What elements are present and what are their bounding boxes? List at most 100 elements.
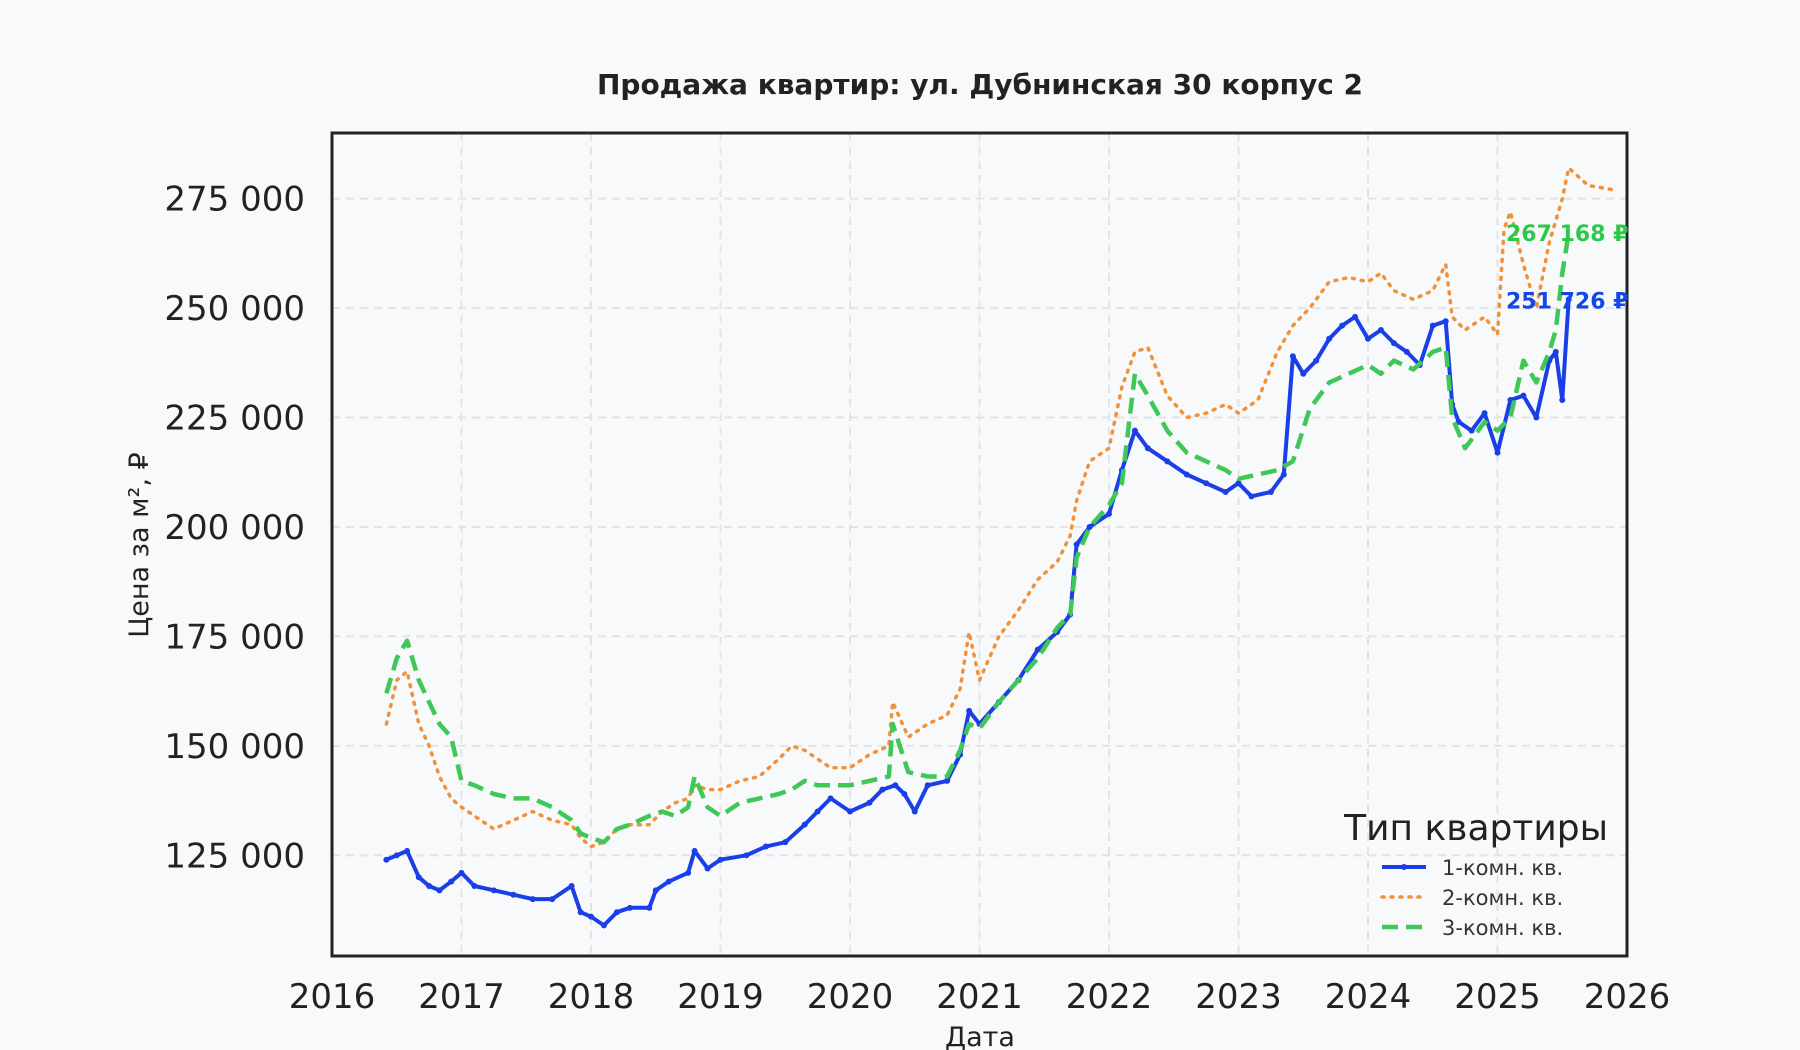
series-point: [549, 896, 556, 903]
series-point: [1144, 445, 1151, 452]
series-point: [1365, 335, 1371, 342]
y-tick-label: 150 000: [164, 727, 305, 767]
series-point: [1183, 471, 1190, 478]
series-point: [892, 782, 899, 789]
legend: Тип квартиры 1-комн. кв. 2-комн. кв. 3-ком…: [1343, 808, 1608, 940]
series-point: [1403, 348, 1410, 355]
series-point: [613, 909, 620, 916]
y-tick-label: 275 000: [164, 180, 305, 220]
series-point: [1468, 427, 1475, 434]
series-point: [1377, 326, 1384, 333]
y-axis-title: Цена за м², ₽: [124, 452, 155, 637]
legend-label: 1-комн. кв.: [1442, 856, 1563, 880]
series-point: [911, 808, 918, 815]
series-point: [383, 856, 390, 863]
x-tick-label: 2017: [418, 977, 505, 1017]
legend-marker: [1401, 864, 1407, 870]
series-point: [1533, 414, 1540, 421]
series-point: [529, 896, 536, 903]
series-point: [1442, 318, 1449, 325]
series-point: [646, 904, 653, 911]
x-tick-label: 2016: [289, 977, 376, 1017]
series-point: [691, 847, 698, 854]
series-point: [600, 922, 607, 929]
series-point: [866, 799, 873, 806]
x-axis-title: Дата: [945, 1022, 1015, 1050]
series-line-2: [384, 166, 1616, 849]
series-point: [1034, 646, 1041, 653]
end-labels: 267 168 ₽ 251 726 ₽: [1506, 222, 1628, 315]
series-point: [510, 891, 517, 898]
series-point: [1267, 488, 1274, 495]
series-point: [1222, 488, 1229, 495]
series-point: [814, 808, 821, 815]
series-point: [1203, 480, 1210, 487]
y-tick-label: 225 000: [164, 399, 305, 439]
legend-title: Тип квартиры: [1343, 808, 1608, 849]
legend-label: 3-комн. кв.: [1442, 916, 1563, 940]
series-point: [1300, 370, 1307, 377]
x-tick-label: 2025: [1454, 977, 1541, 1017]
x-tick-label: 2019: [677, 977, 764, 1017]
series-point: [924, 782, 931, 789]
series-point: [1429, 322, 1436, 329]
series-point: [1390, 340, 1397, 347]
series-point: [652, 887, 659, 894]
series-point: [704, 865, 711, 872]
series-point: [1289, 353, 1296, 360]
series-point: [588, 913, 594, 920]
y-tick-label: 175 000: [164, 617, 305, 657]
series-point: [1280, 471, 1287, 478]
x-tick-label: 2021: [936, 977, 1023, 1017]
series-point: [436, 887, 443, 894]
series-point: [1326, 335, 1333, 342]
series-point: [393, 852, 400, 859]
y-tick-label: 250 000: [164, 289, 305, 329]
series-point: [626, 904, 633, 911]
x-tick-label: 2023: [1195, 977, 1282, 1017]
series-point: [827, 795, 834, 802]
plot-frame: [330, 131, 1629, 958]
series-point: [1552, 348, 1559, 355]
series-point: [762, 843, 769, 850]
series-point: [1164, 458, 1171, 465]
series-point: [801, 821, 808, 828]
series-point: [1248, 493, 1255, 500]
x-axis-ticks: 2016 2017 2018 2019 2020 2021 2022 2023 2024 2025…: [289, 977, 1671, 1017]
series-point: [879, 786, 886, 793]
series-point: [490, 887, 497, 894]
series-point: [901, 791, 908, 798]
series-point: [665, 878, 672, 885]
end-value-label: 251 726 ₽: [1506, 290, 1628, 315]
series-point: [426, 882, 433, 889]
end-value-label: 267 168 ₽: [1506, 222, 1628, 247]
series-point: [1131, 427, 1138, 434]
series-point: [782, 839, 789, 846]
series-point: [847, 808, 853, 815]
series-point: [717, 856, 724, 863]
series-point: [448, 878, 455, 885]
series-point: [743, 852, 750, 859]
y-tick-label: 125 000: [164, 836, 305, 876]
series-point: [568, 882, 575, 889]
series-lines: [383, 166, 1616, 929]
series-point: [1235, 480, 1242, 487]
series-point: [577, 909, 584, 916]
legend-label: 2-комн. кв.: [1442, 886, 1563, 910]
series-point: [966, 707, 973, 714]
series-point: [1565, 296, 1572, 303]
x-tick-label: 2024: [1325, 977, 1412, 1017]
series-point: [1073, 541, 1080, 548]
series-point: [1494, 449, 1501, 456]
series-point: [1559, 397, 1566, 404]
series-point: [1455, 418, 1462, 425]
series-point: [1481, 410, 1488, 417]
chart-title: Продажа квартир: ул. Дубнинская 30 корпу…: [597, 68, 1363, 101]
series-point: [685, 869, 692, 876]
series-point: [1520, 392, 1527, 399]
series-point: [471, 882, 478, 889]
series-point: [1339, 322, 1346, 329]
y-tick-label: 200 000: [164, 508, 305, 548]
series-point: [1106, 510, 1112, 517]
